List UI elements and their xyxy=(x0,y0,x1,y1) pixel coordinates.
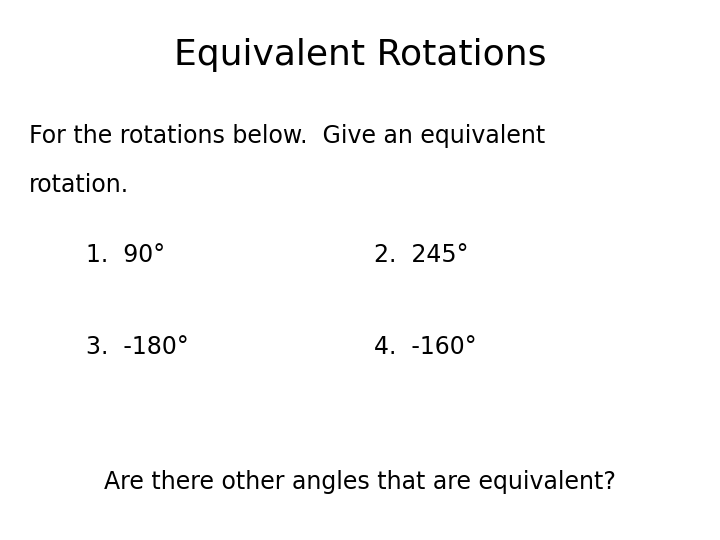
Text: 1.  90°: 1. 90° xyxy=(86,243,166,267)
Text: Equivalent Rotations: Equivalent Rotations xyxy=(174,38,546,72)
Text: 4.  -160°: 4. -160° xyxy=(374,335,477,359)
Text: For the rotations below.  Give an equivalent: For the rotations below. Give an equival… xyxy=(29,124,545,148)
Text: 2.  245°: 2. 245° xyxy=(374,243,469,267)
Text: 3.  -180°: 3. -180° xyxy=(86,335,189,359)
Text: rotation.: rotation. xyxy=(29,173,129,197)
Text: Are there other angles that are equivalent?: Are there other angles that are equivale… xyxy=(104,470,616,494)
